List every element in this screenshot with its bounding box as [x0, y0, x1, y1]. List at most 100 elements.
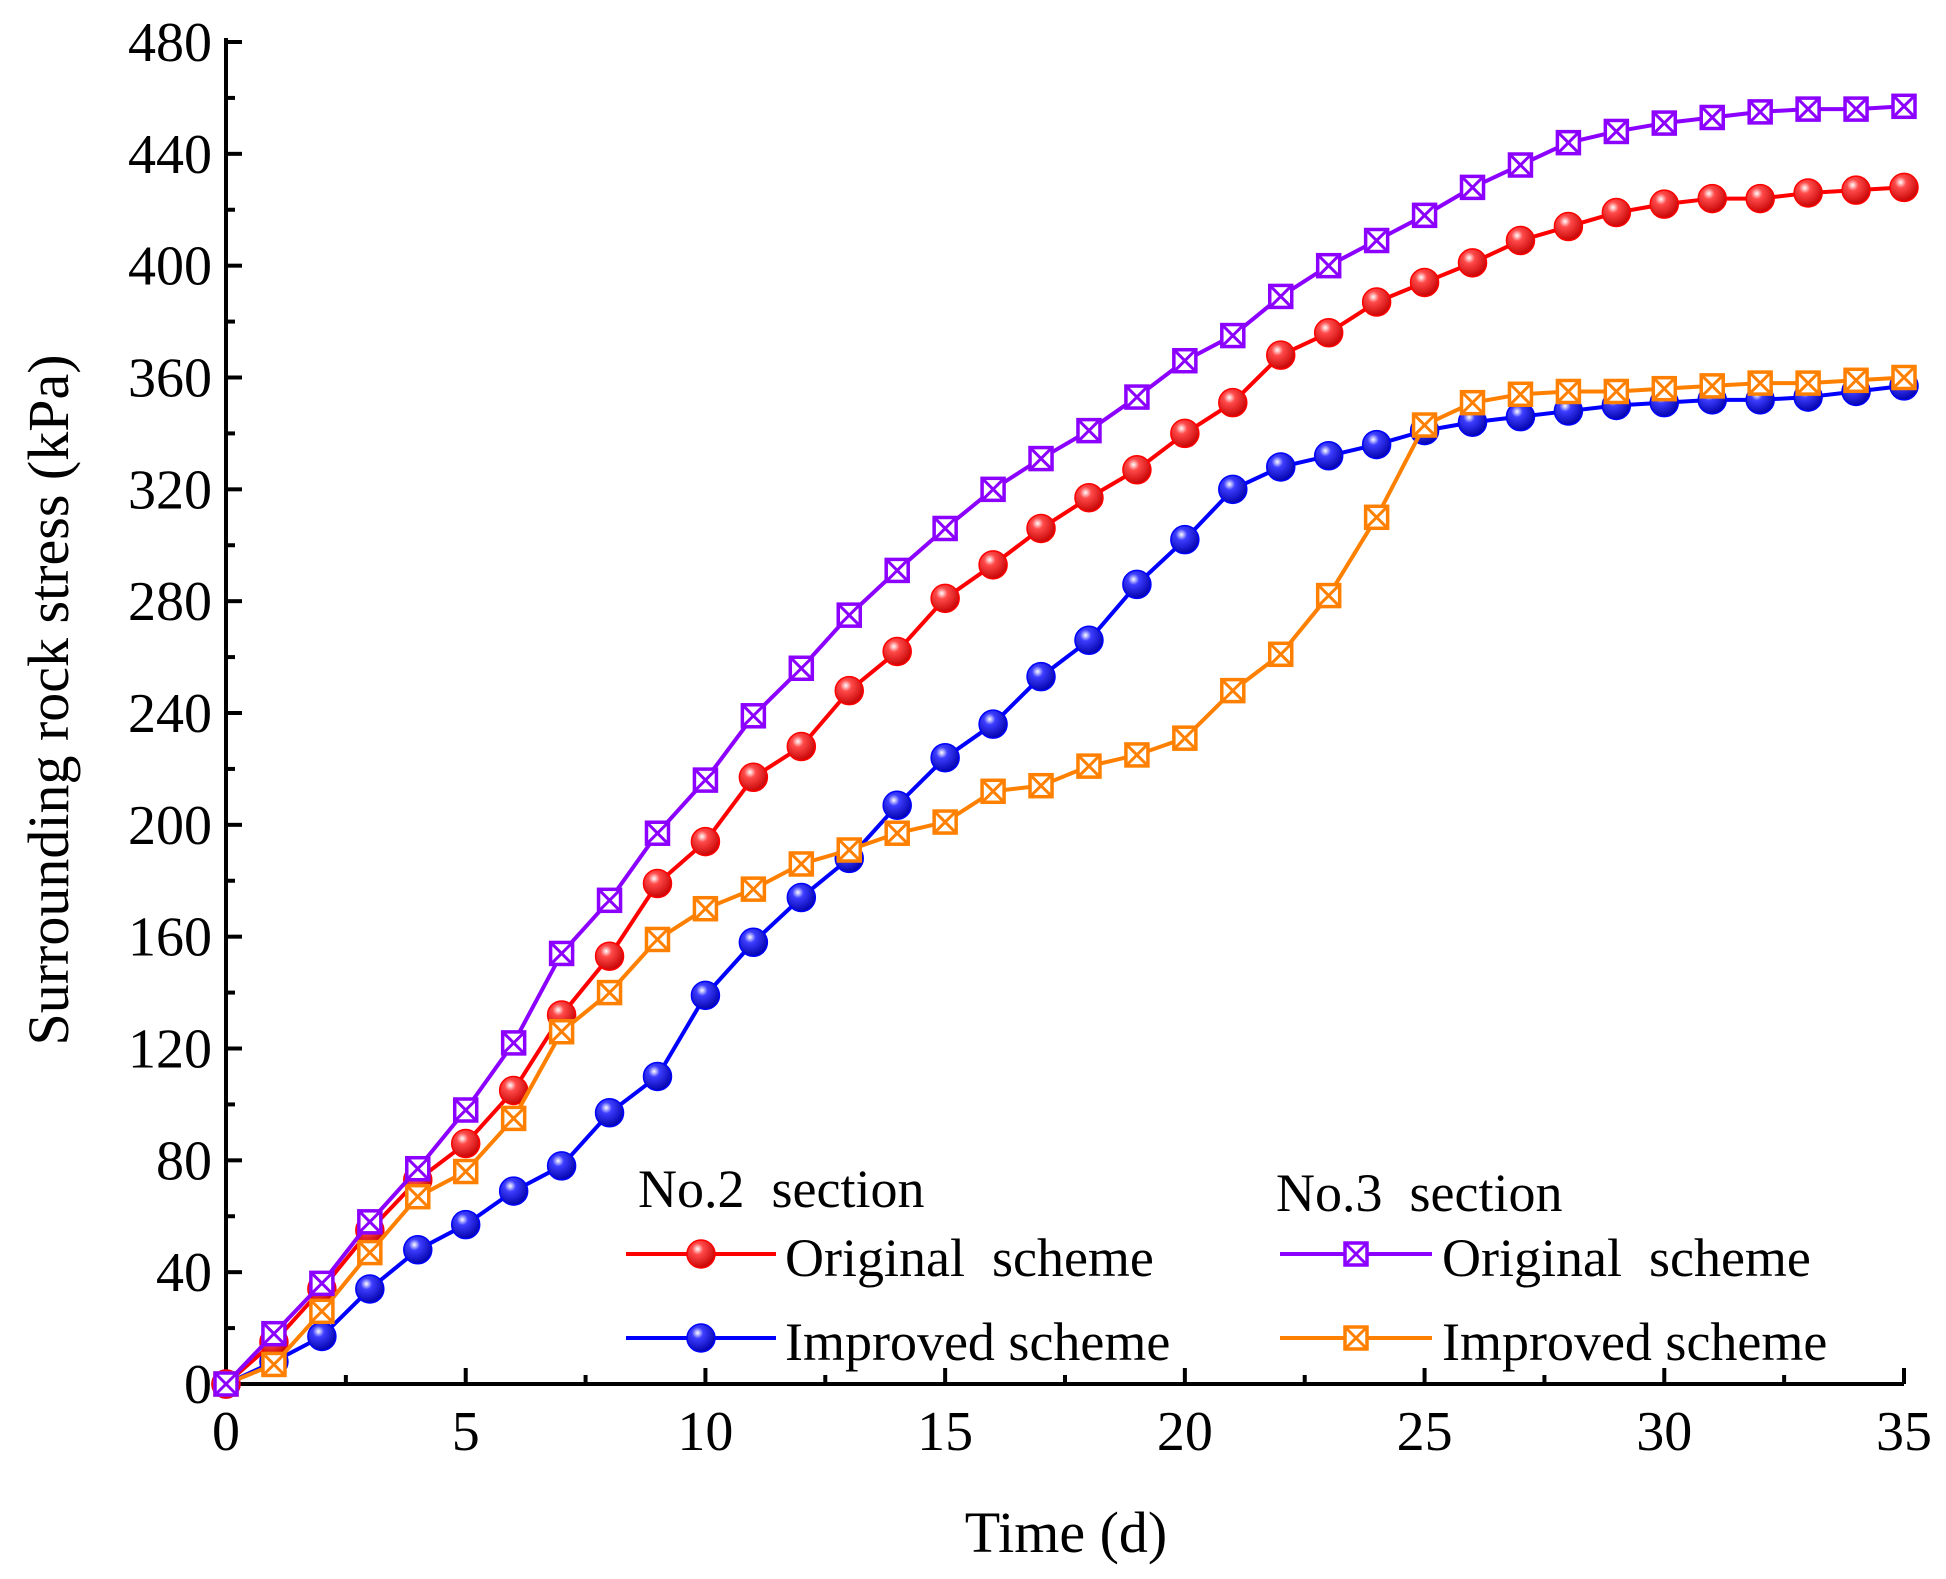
data-point	[930, 742, 960, 773]
marker-cross	[453, 1097, 478, 1123]
data-point	[980, 476, 1006, 503]
data-point	[403, 1235, 433, 1265]
data-point	[452, 1158, 479, 1185]
series-1	[211, 371, 1919, 1399]
marker-cross	[933, 809, 958, 835]
marker-cross	[597, 980, 622, 1005]
data-point	[1122, 455, 1152, 485]
data-point	[1172, 347, 1198, 374]
marker-cross	[261, 1352, 287, 1377]
data-point	[834, 675, 865, 706]
data-point	[692, 767, 719, 793]
marker-cross	[453, 1159, 478, 1184]
marker-cross	[1412, 203, 1437, 228]
data-point	[213, 1371, 239, 1397]
y-tick-label: 80	[156, 1130, 212, 1192]
data-point	[1889, 172, 1919, 203]
data-point	[1361, 287, 1392, 317]
data-point	[1363, 504, 1390, 531]
data-point	[1267, 641, 1294, 668]
data-point	[690, 980, 721, 1011]
marker-cross	[213, 1371, 239, 1397]
data-point	[1411, 412, 1438, 438]
data-point	[1363, 227, 1390, 254]
marker-cross	[1604, 379, 1629, 404]
marker-cross	[1364, 505, 1389, 530]
data-point	[1507, 381, 1534, 408]
marker-cross	[837, 603, 862, 628]
data-point	[1218, 387, 1248, 418]
data-point	[1457, 248, 1488, 278]
data-point	[692, 895, 719, 922]
marker-cross	[1843, 368, 1869, 393]
marker-cross	[1843, 97, 1869, 122]
data-point	[1313, 318, 1344, 348]
data-point	[450, 1128, 481, 1159]
data-point	[642, 1061, 673, 1092]
data-point	[1651, 110, 1678, 136]
data-point	[1603, 118, 1630, 145]
legend-swatch	[626, 1323, 776, 1353]
data-point	[738, 762, 769, 793]
data-point	[546, 1151, 577, 1181]
marker-cross	[1076, 754, 1102, 779]
data-point	[1124, 384, 1150, 410]
data-point	[786, 882, 817, 913]
data-point	[1651, 375, 1678, 402]
data-point	[500, 1105, 527, 1132]
series-layer	[211, 93, 1919, 1399]
data-point	[1555, 129, 1582, 156]
legend-label: Improved scheme	[785, 1312, 1170, 1372]
x-tick-label: 5	[452, 1401, 480, 1463]
y-tick-label: 120	[128, 1019, 212, 1081]
series-line	[224, 104, 1905, 1386]
data-point	[309, 1298, 335, 1325]
x-tick-label: 20	[1157, 1401, 1213, 1463]
marker-cross	[1796, 371, 1821, 396]
marker-cross	[837, 837, 862, 863]
data-point	[261, 1351, 287, 1378]
marker-cross	[1028, 446, 1054, 471]
data-point	[740, 703, 767, 729]
marker-cross	[1268, 642, 1293, 667]
marker-cross	[309, 1299, 334, 1324]
marker-cross	[1343, 1325, 1369, 1351]
marker-cross	[405, 1184, 430, 1209]
marker-cross	[1891, 94, 1917, 119]
data-point	[357, 1239, 383, 1266]
marker-cross	[1316, 583, 1341, 608]
data-point	[738, 927, 769, 958]
data-point	[1795, 370, 1821, 396]
marker-cross	[1700, 105, 1725, 130]
marker-cross	[1220, 678, 1245, 703]
data-point	[978, 550, 1008, 580]
legend-swatch	[1280, 1241, 1432, 1267]
marker-cross	[597, 888, 622, 913]
data-point	[1361, 429, 1392, 460]
marker-cross	[1364, 228, 1389, 253]
y-tick-label: 480	[128, 12, 212, 74]
x-tick-label: 0	[212, 1401, 240, 1463]
data-point	[548, 940, 575, 967]
y-tick-label: 320	[128, 459, 212, 521]
data-point	[1411, 202, 1438, 229]
marker-cross	[1700, 373, 1725, 398]
data-point	[644, 820, 671, 846]
data-point	[357, 1209, 383, 1235]
y-tick-label: 360	[128, 348, 212, 410]
marker-cross	[309, 1271, 334, 1296]
data-point	[786, 731, 817, 762]
axis-tick-labels: 0 5 10 15 20 25 30 35 0 40 80 120 160 200 240 280 320 360…	[128, 12, 1932, 1463]
marker-cross	[501, 1030, 526, 1055]
marker-cross	[645, 821, 670, 846]
series-3	[213, 364, 1917, 1397]
data-point	[1267, 283, 1294, 310]
data-point	[1793, 178, 1823, 208]
data-point	[980, 778, 1006, 805]
data-point	[932, 515, 958, 542]
data-point	[596, 887, 623, 914]
data-point	[1074, 625, 1104, 656]
x-axis-label: Time (d)	[965, 1500, 1168, 1565]
marker-cross	[1796, 97, 1821, 122]
data-point	[261, 1320, 287, 1347]
